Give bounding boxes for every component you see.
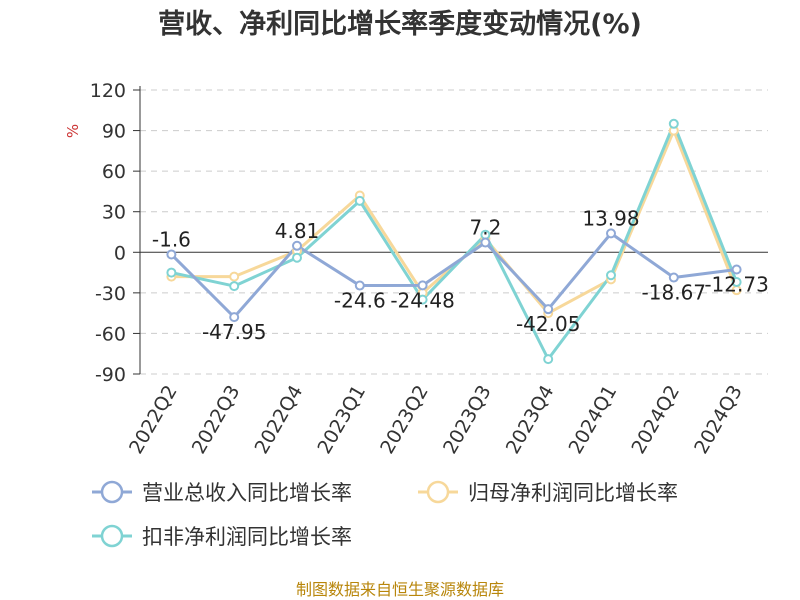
data-point	[668, 272, 679, 283]
chart-title: 营收、净利同比增长率季度变动情况(%)	[158, 8, 642, 40]
legend-label: 营业总收入同比增长率	[142, 481, 352, 505]
data-point	[417, 280, 428, 291]
data-point	[292, 252, 302, 263]
grid-lines	[140, 89, 768, 375]
data-point	[606, 270, 616, 281]
x-tick-label: 2023Q4	[502, 382, 559, 458]
data-point	[292, 240, 302, 251]
x-tick-label: 2024Q3	[690, 382, 747, 458]
series-line-0	[170, 231, 737, 319]
data-point	[606, 228, 616, 239]
y-tick-label: 30	[102, 202, 126, 224]
data-label: -1.6	[152, 227, 191, 251]
y-tick-label: 60	[102, 161, 126, 183]
series-group	[166, 118, 742, 365]
x-tick-labels: 2022Q2 2022Q3 2022Q4 2023Q1 2023Q2 2023Q3 2023…	[125, 382, 747, 458]
data-point	[166, 267, 177, 278]
legend-marker	[426, 480, 450, 504]
axes	[133, 86, 768, 375]
x-tick-label: 2022Q2	[125, 382, 182, 458]
data-label: -42.05	[516, 312, 580, 336]
legend-marker	[100, 524, 124, 548]
y-tick-label: 120	[90, 80, 126, 102]
y-tick-label: -60	[95, 323, 126, 345]
y-tick-label: 90	[102, 121, 126, 143]
x-tick-label: 2022Q3	[188, 382, 245, 458]
data-label: -47.95	[202, 320, 266, 344]
legend-item-2: 扣非净利润同比增长率	[92, 524, 352, 549]
data-point	[731, 277, 742, 288]
data-point	[543, 304, 554, 315]
data-point	[166, 249, 177, 260]
legend-label: 扣非净利润同比增长率	[142, 525, 352, 549]
data-labels: -1.6 -47.95 4.81 -24.6 -24.48 7.2 -42.05 13.98 -…	[152, 206, 769, 344]
y-tick-label: -90	[95, 364, 126, 386]
data-point	[229, 271, 240, 282]
x-tick-label: 2023Q2	[376, 382, 433, 458]
data-label: 13.98	[582, 206, 639, 230]
legend-marker	[100, 480, 124, 504]
y-axis-unit: %	[64, 124, 82, 138]
data-point	[668, 118, 679, 129]
data-label: -24.6	[334, 289, 386, 313]
data-point	[354, 195, 365, 206]
x-tick-label: 2024Q1	[565, 382, 622, 458]
x-tick-label: 2023Q3	[439, 382, 496, 458]
data-label: -24.48	[390, 288, 454, 312]
data-point	[543, 354, 554, 365]
x-tick-label: 2022Q4	[251, 382, 308, 458]
y-tick-label: 0	[114, 242, 126, 264]
y-tick-label: -30	[95, 283, 126, 305]
data-point	[229, 312, 240, 323]
data-label: -12.73	[704, 273, 768, 297]
data-label: 4.81	[275, 219, 320, 243]
data-label: -18.67	[642, 281, 706, 305]
x-tick-label: 2024Q2	[627, 382, 684, 458]
legend-label: 归母净利润同比增长率	[468, 481, 678, 505]
x-tick-label: 2023Q1	[313, 382, 370, 458]
source-note: 制图数据来自恒生聚源数据库	[296, 580, 504, 599]
data-label: 7.2	[469, 216, 501, 240]
data-point	[417, 294, 428, 305]
series-line-2	[171, 122, 738, 361]
data-point	[480, 237, 491, 248]
data-point	[731, 264, 742, 275]
legend-item-1: 归母净利润同比增长率	[418, 480, 678, 505]
data-point	[354, 280, 365, 291]
legend-item-0: 营业总收入同比增长率	[92, 480, 352, 505]
y-tick-labels: 120 90 60 30 0 -30 -60 -90	[90, 80, 126, 386]
data-point	[229, 281, 240, 292]
